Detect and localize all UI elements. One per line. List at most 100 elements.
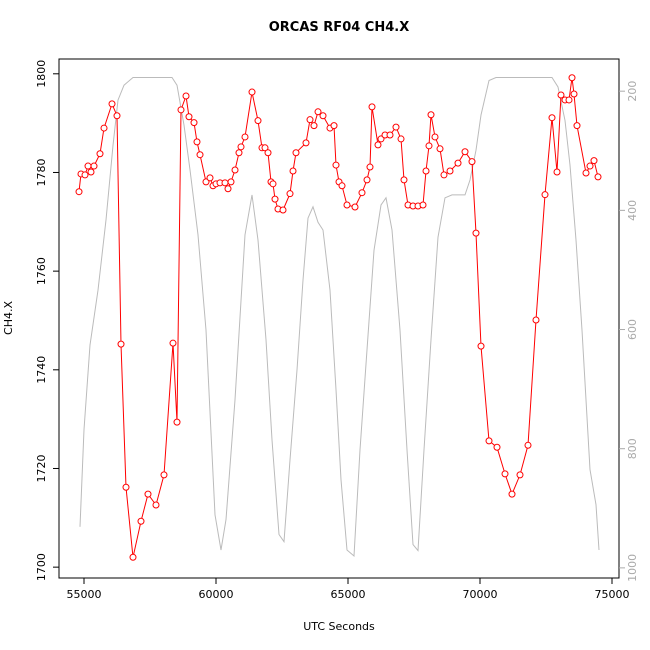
point: [440, 171, 448, 179]
point: [524, 441, 532, 449]
point: [302, 139, 310, 147]
point: [100, 124, 108, 132]
point: [594, 173, 602, 181]
x-tick-label: 60000: [199, 588, 234, 601]
point: [185, 113, 193, 121]
point: [446, 167, 454, 175]
y-tick-label: 1700: [35, 553, 48, 581]
point: [472, 229, 480, 237]
y2-tick-label: 400: [626, 200, 639, 221]
point: [532, 316, 540, 324]
point: [190, 119, 198, 127]
point: [436, 145, 444, 153]
point: [182, 92, 190, 100]
point: [366, 163, 374, 171]
point: [224, 185, 232, 193]
point: [292, 149, 300, 157]
point: [586, 162, 594, 170]
y2-tick-label: 1000: [626, 554, 639, 582]
point: [177, 106, 185, 114]
point: [374, 141, 382, 149]
y-tick-label: 1720: [35, 454, 48, 482]
point: [96, 150, 104, 158]
point: [368, 103, 376, 111]
point: [468, 158, 476, 166]
point: [81, 171, 89, 179]
point: [553, 168, 561, 176]
point: [397, 135, 405, 143]
point: [279, 206, 287, 214]
point: [332, 161, 340, 169]
point: [90, 162, 98, 170]
point: [501, 470, 509, 478]
point: [254, 117, 262, 125]
point: [358, 189, 366, 197]
y2-tick-label: 800: [626, 438, 639, 459]
point: [235, 149, 243, 157]
point: [248, 88, 256, 96]
point: [570, 90, 578, 98]
point: [193, 138, 201, 146]
point: [319, 112, 327, 120]
point: [152, 501, 160, 509]
point: [338, 182, 346, 190]
point: [343, 201, 351, 209]
x-tick-label: 75000: [595, 588, 630, 601]
plot-frame: [58, 58, 620, 579]
x-tick-label: 55000: [67, 588, 102, 601]
y-tick-label: 1740: [35, 356, 48, 384]
point: [264, 149, 272, 157]
y-tick-label: 1800: [35, 60, 48, 88]
point: [261, 144, 269, 152]
point: [565, 96, 573, 104]
point: [425, 142, 433, 150]
point: [206, 174, 214, 182]
point: [419, 201, 427, 209]
point: [122, 483, 130, 491]
point: [75, 188, 83, 196]
y2-tick-label: 600: [626, 319, 639, 340]
point: [271, 195, 279, 203]
point: [548, 114, 556, 122]
point: [241, 133, 249, 141]
point: [221, 179, 229, 187]
point: [202, 178, 210, 186]
point: [117, 340, 125, 348]
point: [516, 471, 524, 479]
x-tick-label: 70000: [463, 588, 498, 601]
point: [237, 143, 245, 151]
x-tick-label: 65000: [331, 588, 366, 601]
point: [461, 148, 469, 156]
point: [286, 190, 294, 198]
point: [169, 339, 177, 347]
point: [582, 169, 590, 177]
point: [330, 122, 338, 130]
point: [427, 111, 435, 119]
point: [129, 553, 137, 561]
point: [227, 178, 235, 186]
point: [493, 443, 501, 451]
point: [87, 168, 95, 176]
y-tick-label: 1780: [35, 158, 48, 186]
point: [557, 91, 565, 99]
point: [196, 151, 204, 159]
point: [144, 490, 152, 498]
point: [568, 74, 576, 82]
point: [386, 131, 394, 139]
point: [431, 133, 439, 141]
point: [173, 418, 181, 426]
point: [392, 123, 400, 131]
point: [363, 176, 371, 184]
point: [108, 100, 116, 108]
point: [508, 490, 516, 498]
series-line: [79, 77, 600, 558]
point: [477, 342, 485, 350]
point: [269, 180, 277, 188]
point: [377, 135, 385, 143]
point: [573, 122, 581, 130]
point: [306, 116, 314, 124]
point: [160, 471, 168, 479]
point: [351, 203, 359, 211]
